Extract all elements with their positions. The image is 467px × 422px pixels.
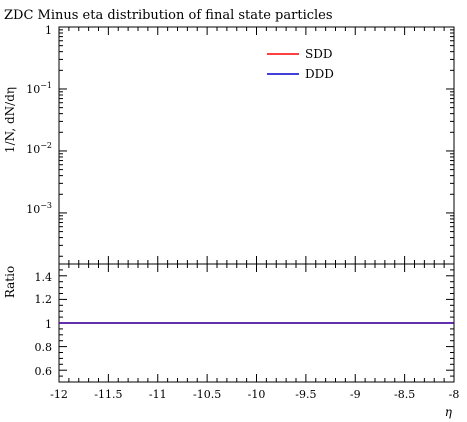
x-tick-label: -9 xyxy=(350,388,361,401)
x-axis-label: η xyxy=(445,405,453,419)
x-tick-label: -10.5 xyxy=(193,388,221,401)
ratio-tick-label-1.4: 1.4 xyxy=(35,271,53,284)
x-tick-label: -8 xyxy=(449,388,460,401)
x-tick-label: -11 xyxy=(149,388,167,401)
ratio-tick-label-0.6: 0.6 xyxy=(35,365,53,378)
legend: SDD DDD xyxy=(267,47,334,81)
x-tick-label: -12 xyxy=(50,388,68,401)
main-axis-ticks xyxy=(58,26,455,264)
main-y-axis-label: 1/N, dN/dη xyxy=(3,87,17,153)
x-tick-label: -11.5 xyxy=(94,388,122,401)
ratio-tick-label-0.8: 0.8 xyxy=(35,341,53,354)
y-tick-label-1e-1: 10−1 xyxy=(26,81,52,96)
ratio-y-tick-labels: 1.4 1.2 1 0.8 0.6 xyxy=(35,271,53,378)
x-tick-label: -8.5 xyxy=(394,388,415,401)
legend-label-sdd: SDD xyxy=(305,47,332,61)
x-tick-label: -9.5 xyxy=(295,388,316,401)
x-tick-labels: -12 -11.5 -11 -10.5 -10 -9.5 -9 -8.5 -8 xyxy=(50,388,459,401)
ratio-axis-ticks xyxy=(58,263,455,383)
y-tick-label-1e-2: 10−2 xyxy=(26,141,52,156)
legend-label-ddd: DDD xyxy=(305,67,334,81)
y-tick-label-1: 1 xyxy=(45,24,52,37)
x-tick-label: -10 xyxy=(248,388,266,401)
ratio-tick-label-1: 1 xyxy=(45,318,52,331)
main-y-tick-labels: 1 10−1 10−2 10−3 xyxy=(26,24,52,216)
ratio-y-axis-label: Ratio xyxy=(3,266,17,298)
main-plot-frame xyxy=(58,26,455,265)
ratio-tick-label-1.2: 1.2 xyxy=(35,293,53,306)
chart-title: ZDC Minus eta distribution of final stat… xyxy=(4,8,333,23)
y-tick-label-1e-3: 10−3 xyxy=(26,201,52,216)
